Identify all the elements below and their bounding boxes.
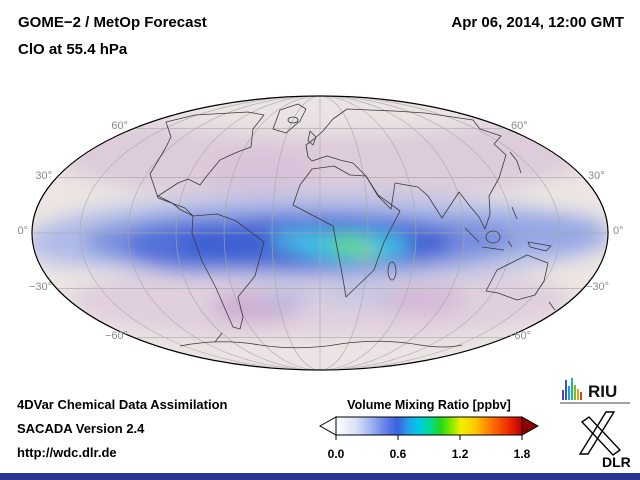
footer-url: http://wdc.dlr.de [17, 445, 117, 460]
tick-0.6: 0.6 [389, 447, 407, 461]
dlr-logo: DLR [578, 411, 631, 470]
footer-version-label: SACADA Version 2.4 [17, 421, 145, 436]
riu-logo-text: RIU [588, 382, 617, 401]
colorbar-underflow-arrow [318, 416, 337, 436]
lat-label-right-30n: 30° [588, 170, 605, 182]
colorbar: Volume Mixing Ratio [ppbv] [318, 398, 540, 461]
lat-label-right-60s: −60° [508, 330, 532, 342]
colorbar-title: Volume Mixing Ratio [ppbv] [347, 398, 511, 412]
bottom-accent-bar [0, 473, 640, 480]
page-title: GOME−2 / MetOp Forecast [18, 14, 207, 31]
colorbar-overflow-arrow [521, 416, 540, 436]
dlr-logo-text: DLR [602, 454, 631, 470]
lat-label-right-60n: 60° [511, 120, 528, 132]
lat-label-left-0: 0° [17, 225, 28, 237]
lat-label-left-60s: −60° [104, 330, 128, 342]
lat-label-left-30n: 30° [35, 170, 52, 182]
lat-label-left-60n: 60° [111, 120, 128, 132]
tick-1.8: 1.8 [513, 447, 531, 461]
graticule [33, 97, 607, 369]
lat-label-right-0: 0° [613, 225, 624, 237]
tick-1.2: 1.2 [451, 447, 469, 461]
colorbar-tick-labels: 0.0 0.6 1.2 1.8 [328, 447, 531, 461]
riu-logo: RIU [560, 378, 630, 404]
colorbar-gradient [318, 416, 540, 440]
page-subtitle: ClO at 55.4 hPa [18, 41, 128, 58]
mollweide-world-map [31, 95, 609, 371]
tick-0.0: 0.0 [327, 447, 345, 461]
lat-label-right-30s: −30° [586, 281, 610, 293]
footer-assimilation-label: 4DVar Chemical Data Assimilation [17, 397, 228, 412]
lat-label-left-30s: −30° [28, 281, 52, 293]
coastlines [149, 103, 560, 349]
forecast-datetime: Apr 06, 2014, 12:00 GMT [451, 14, 624, 31]
